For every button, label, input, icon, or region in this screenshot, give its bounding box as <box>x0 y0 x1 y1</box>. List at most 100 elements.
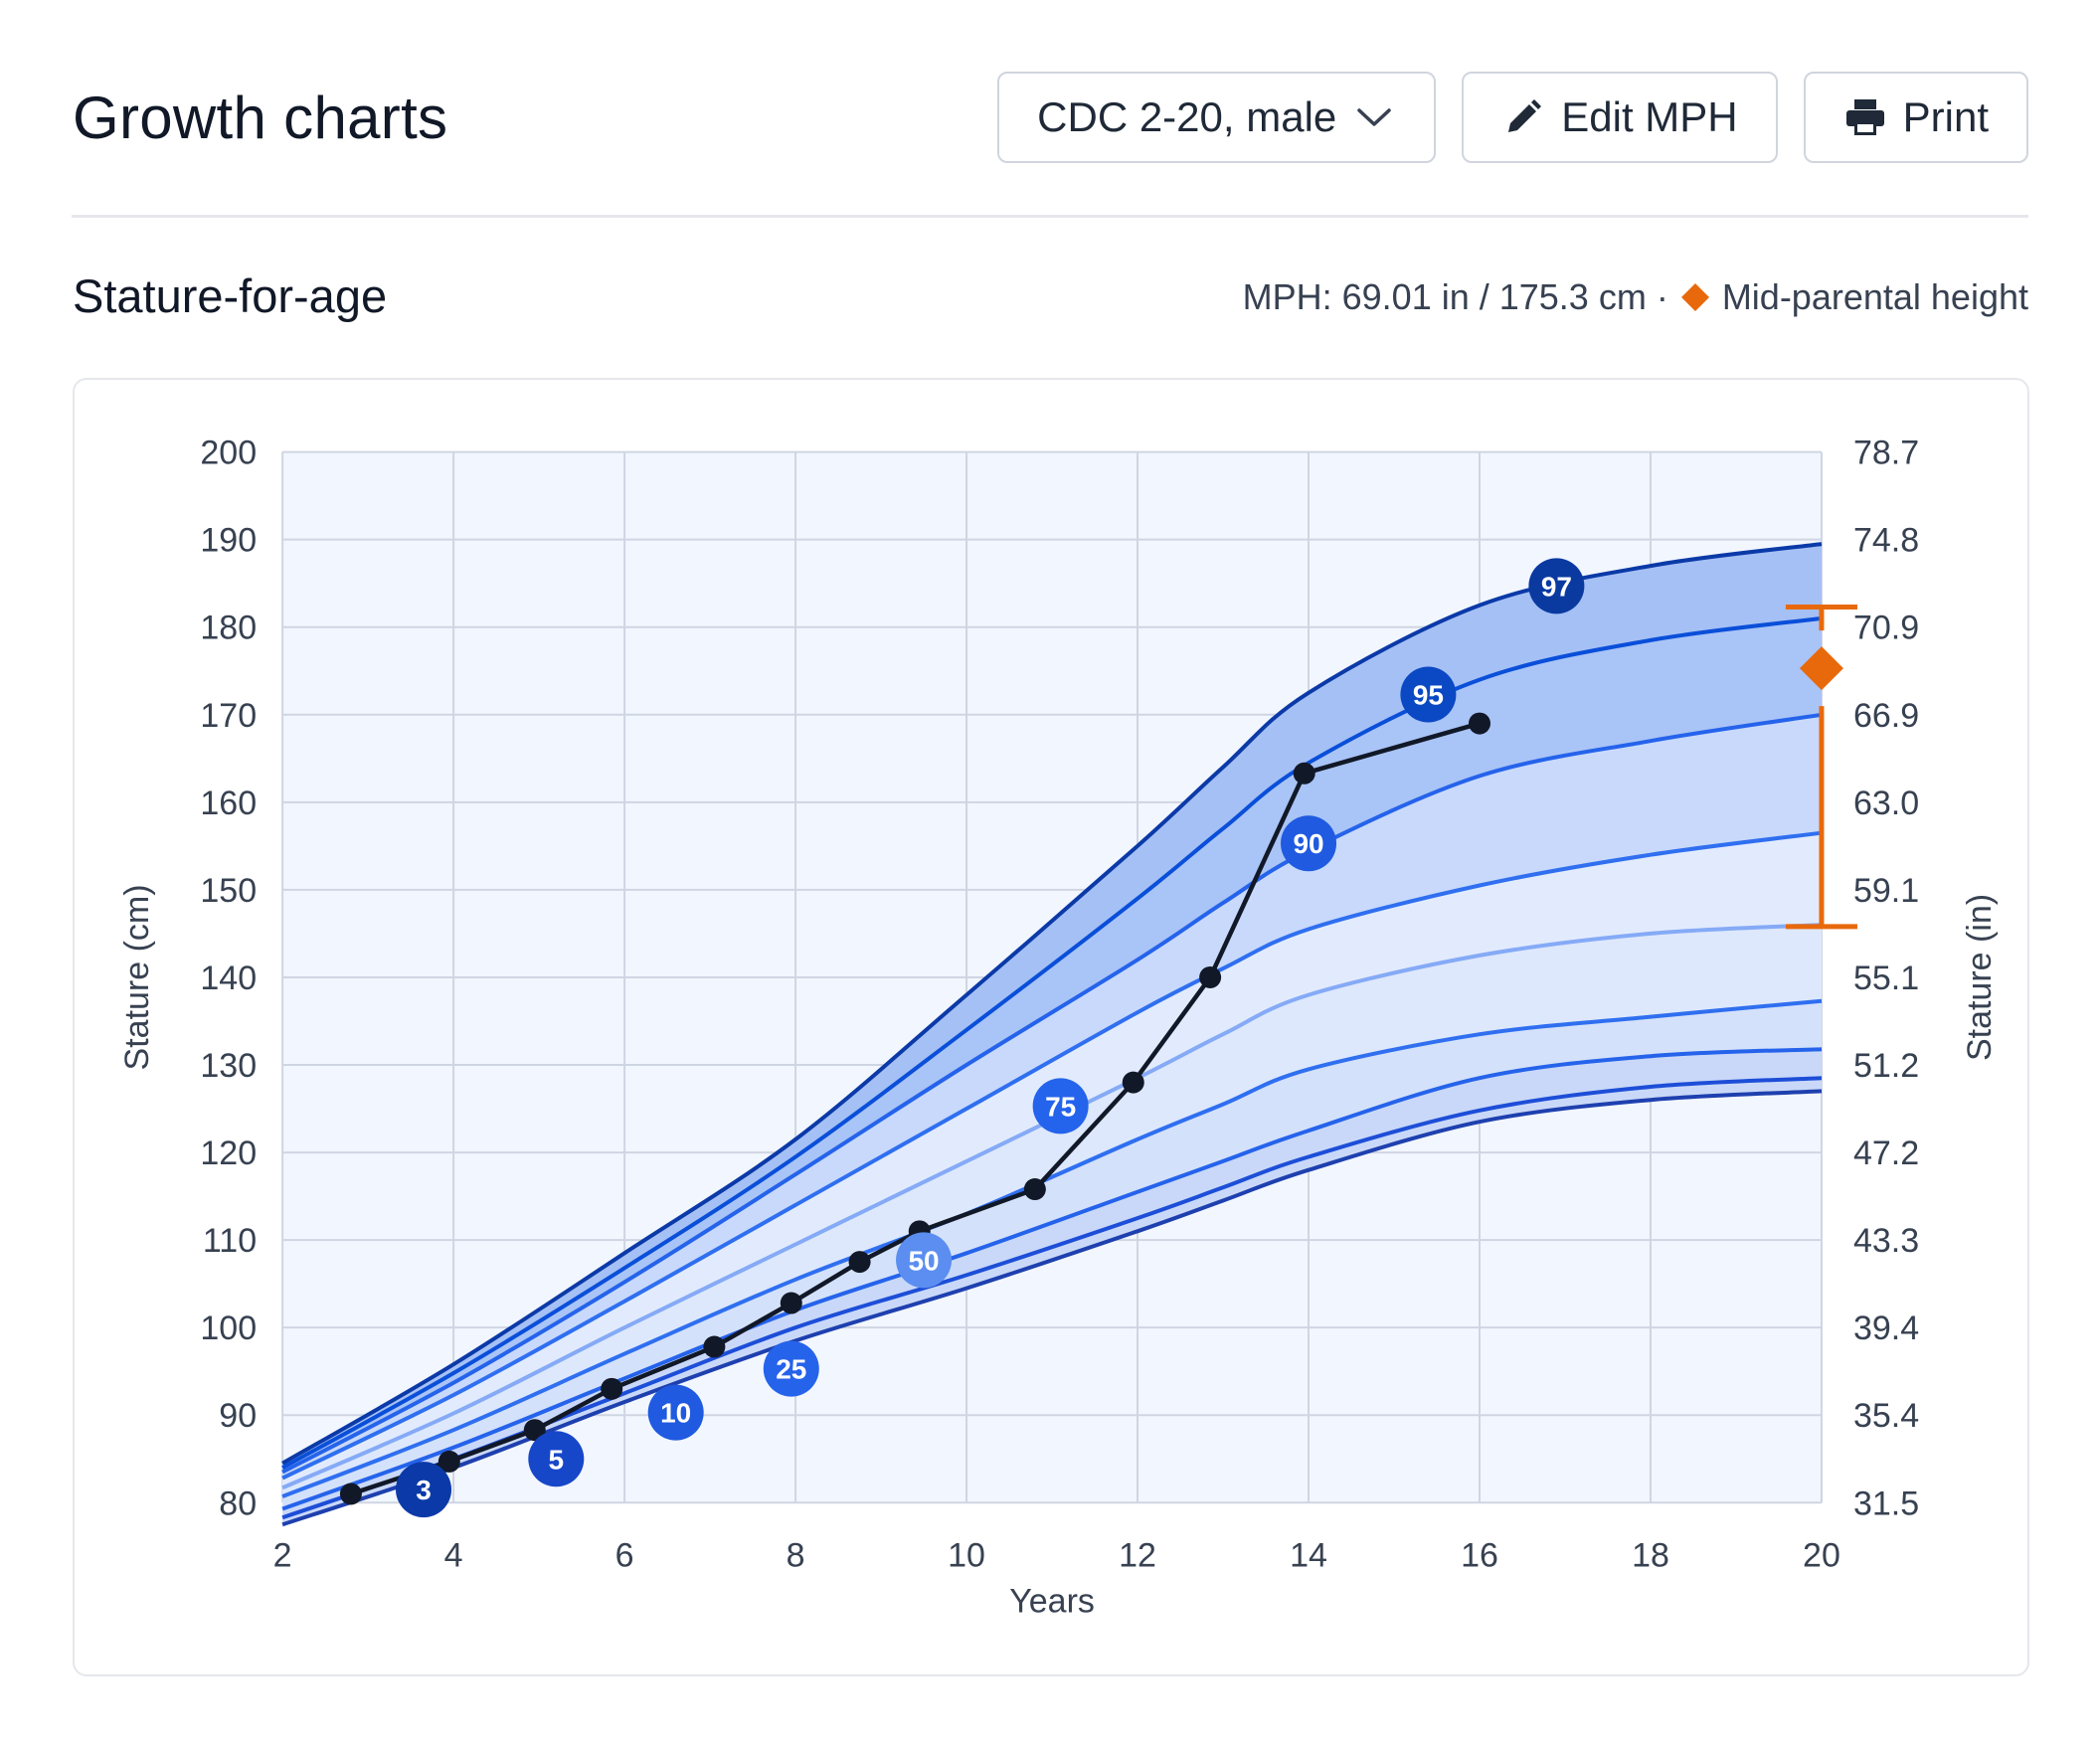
patient-measurement-point <box>1199 965 1222 988</box>
percentile-badge-label-97: 97 <box>1541 571 1572 602</box>
percentile-badge-25 <box>763 1340 819 1397</box>
x-tick-label: 8 <box>787 1536 805 1574</box>
percentile-badge-label-50: 50 <box>908 1245 939 1276</box>
x-axis-title: Years <box>1009 1582 1095 1620</box>
y-tick-label: 160 <box>200 785 257 822</box>
patient-measurement-point <box>1468 712 1490 735</box>
percentile-badge-label-75: 75 <box>1045 1091 1076 1122</box>
y-tick-label: 90 <box>219 1397 257 1435</box>
printer-icon <box>1843 95 1887 139</box>
x-tick-label: 12 <box>1119 1536 1156 1574</box>
patient-measurement-point <box>1023 1178 1046 1201</box>
patient-measurement-point <box>780 1292 802 1314</box>
y-right-tick-label: 74.8 <box>1853 522 1919 560</box>
percentile-badge-97 <box>1528 558 1585 614</box>
y-tick-label: 170 <box>200 697 257 735</box>
percentile-badge-label-95: 95 <box>1413 680 1444 711</box>
y-right-tick-label: 66.9 <box>1853 697 1919 735</box>
y-right-tick-label: 31.5 <box>1853 1484 1919 1522</box>
y-right-tick-label: 70.9 <box>1853 610 1919 647</box>
y-right-tick-label: 63.0 <box>1853 785 1919 822</box>
mph-legend-label: Mid-parental height <box>1721 276 2028 317</box>
percentile-badge-label-5: 5 <box>549 1444 565 1475</box>
percentile-band-95-97 <box>282 544 1823 1469</box>
percentile-badge-95 <box>1400 666 1457 723</box>
y-right-tick-label: 59.1 <box>1853 872 1919 910</box>
stature-chart: 80 31.5 90 35.4 100 39.4 110 43.3 120 47.2 130 51.2… <box>118 435 1999 1621</box>
mph-diamond-marker <box>1799 646 1843 691</box>
y-tick-label: 180 <box>200 610 257 647</box>
y-tick-label: 190 <box>200 522 257 560</box>
percentile-badge-50 <box>896 1232 953 1289</box>
y-axis-title: Stature (cm) <box>118 884 156 1070</box>
mph-summary: MPH: 69.01 in / 175.3 cm · Mid-parental … <box>1243 276 2028 318</box>
percentile-badge-90 <box>1281 815 1337 872</box>
percentile-band-50-75 <box>282 832 1823 1488</box>
percentile-badge-label-10: 10 <box>660 1398 691 1429</box>
patient-measurement-point <box>848 1251 871 1274</box>
x-tick-label: 18 <box>1632 1536 1669 1574</box>
percentile-badge-3 <box>396 1462 452 1518</box>
y-right-axis-title: Stature (in) <box>1961 894 1999 1061</box>
section-title: Stature-for-age <box>73 269 388 322</box>
y-right-tick-label: 35.4 <box>1853 1397 1919 1435</box>
header-actions: CDC 2-20, male Edit MPH Print <box>997 72 2028 163</box>
percentile-band-10-25 <box>282 1000 1823 1509</box>
percentile-band-25-50 <box>282 925 1823 1497</box>
percentile-badge-label-90: 90 <box>1293 828 1323 859</box>
chart-card: 80 31.5 90 35.4 100 39.4 110 43.3 120 47.2 130 51.2… <box>73 378 2029 1676</box>
percentile-badge-label-25: 25 <box>776 1354 806 1385</box>
percentile-line-3 <box>281 1089 1823 1527</box>
y-tick-label: 140 <box>200 960 257 997</box>
print-label: Print <box>1902 93 1989 140</box>
percentile-badge-5 <box>528 1431 585 1487</box>
mph-value-text: MPH: 69.01 in / 175.3 cm · <box>1242 276 1668 317</box>
y-tick-label: 130 <box>200 1047 257 1085</box>
percentile-badge-75 <box>1032 1078 1089 1134</box>
percentile-band-90-95 <box>282 617 1823 1473</box>
percentile-line-10 <box>281 1047 1823 1511</box>
y-right-tick-label: 47.2 <box>1853 1134 1919 1172</box>
patient-measurement-point <box>339 1483 362 1505</box>
x-tick-label: 6 <box>615 1536 634 1574</box>
percentile-line-75 <box>281 830 1823 1481</box>
x-tick-label: 10 <box>948 1536 985 1574</box>
pencil-icon <box>1501 95 1545 139</box>
y-right-tick-label: 55.1 <box>1853 960 1919 997</box>
print-button[interactable]: Print <box>1803 72 2028 163</box>
patient-measurement-point <box>1293 762 1315 785</box>
patient-measurement-point <box>703 1335 726 1358</box>
edit-mph-label: Edit MPH <box>1561 93 1738 140</box>
mph-diamond-icon <box>1680 283 1709 311</box>
x-tick-label: 4 <box>444 1536 463 1574</box>
y-tick-label: 100 <box>200 1309 257 1347</box>
y-tick-label: 120 <box>200 1134 257 1172</box>
patient-measurement-point <box>1122 1071 1144 1094</box>
x-tick-label: 2 <box>273 1536 292 1574</box>
y-tick-label: 150 <box>200 872 257 910</box>
chart-selector-label: CDC 2-20, male <box>1037 93 1337 140</box>
percentile-line-95 <box>281 615 1823 1470</box>
y-right-tick-label: 78.7 <box>1853 435 1919 472</box>
chevron-down-icon <box>1352 95 1396 139</box>
patient-measurement-point <box>523 1419 546 1442</box>
y-right-tick-label: 51.2 <box>1853 1047 1919 1085</box>
patient-measurement-point <box>601 1377 623 1400</box>
y-right-tick-label: 43.3 <box>1853 1222 1919 1260</box>
edit-mph-button[interactable]: Edit MPH <box>1462 72 1778 163</box>
y-tick-label: 80 <box>219 1484 257 1522</box>
x-tick-label: 16 <box>1461 1536 1498 1574</box>
percentile-line-25 <box>281 998 1823 1498</box>
percentile-line-90 <box>281 712 1823 1475</box>
y-tick-label: 110 <box>203 1222 257 1260</box>
x-tick-label: 20 <box>1803 1536 1840 1574</box>
chart-selector-dropdown[interactable]: CDC 2-20, male <box>997 72 1437 163</box>
page-title: Growth charts <box>73 85 448 151</box>
patient-measurement-point <box>438 1450 460 1473</box>
percentile-badge-label-3: 3 <box>416 1475 432 1505</box>
header-divider <box>72 215 2028 218</box>
percentile-line-50 <box>281 923 1823 1490</box>
y-tick-label: 200 <box>200 435 257 472</box>
y-right-tick-label: 39.4 <box>1853 1309 1919 1347</box>
